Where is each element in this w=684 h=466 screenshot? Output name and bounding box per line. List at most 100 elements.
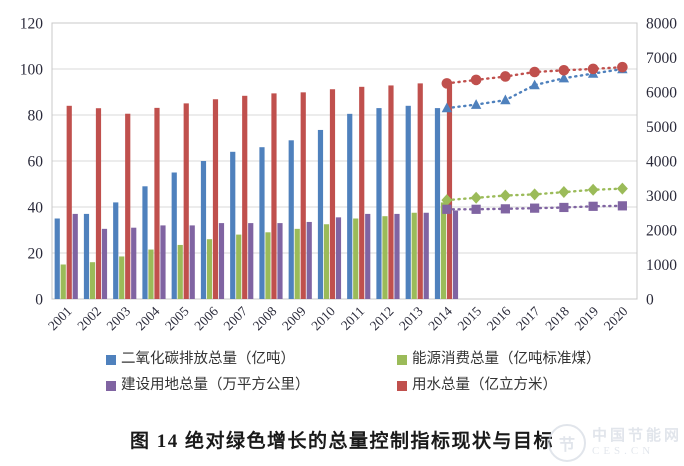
x-axis-label-2007: 2007 (221, 303, 251, 333)
marker-water-2018 (558, 64, 570, 76)
bar-energy-2013 (411, 212, 417, 299)
right-axis-labels: 0 1000 2000 3000 4000 5000 6000 7000 8000 (646, 16, 677, 309)
bar-land-2004 (160, 225, 166, 299)
right-axis-tick-1000: 1000 (646, 257, 677, 274)
legend-item-energy: 能源消费总量（亿吨标准煤） (397, 350, 601, 369)
left-axis-tick-20: 20 (28, 246, 44, 263)
bar-energy-2011 (353, 218, 359, 299)
bar-co2-2005 (171, 172, 177, 299)
marker-energy-2017 (529, 188, 541, 201)
bar-water-2006 (212, 99, 219, 299)
figure-caption: 图 14 绝对绿色增长的总量控制指标现状与目标 (129, 431, 554, 452)
legend-label-land: 建设用地总量（万平方公里） (121, 377, 310, 393)
bar-land-2008 (277, 223, 283, 299)
bar-co2-2003 (113, 202, 119, 299)
chart-svg: 0 20 40 60 80 100 120 0 1000 2000 3000 4000 5000 6000… (20, 16, 678, 334)
bar-co2-2011 (347, 113, 353, 299)
bar-co2-2010 (317, 129, 324, 299)
marker-co2-2017 (529, 79, 540, 90)
bar-energy-2008 (265, 232, 271, 299)
bar-co2-2012 (376, 108, 382, 299)
legend-item-co2: 二氧化碳排放总量（亿吨） (106, 350, 397, 369)
bar-land-2014 (452, 210, 459, 299)
marker-land-2020 (617, 201, 627, 211)
legend-label-energy: 能源消费总量（亿吨标准煤） (412, 351, 601, 367)
bar-water-2005 (183, 103, 189, 299)
bar-energy-2014 (440, 202, 447, 299)
bar-land-2011 (365, 213, 371, 299)
legend-label-co2: 二氧化碳排放总量（亿吨） (121, 351, 295, 367)
bar-energy-2003 (119, 256, 125, 299)
x-axis-label-2005: 2005 (162, 303, 192, 333)
bar-co2-2002 (83, 213, 90, 299)
bar-co2-2014 (434, 108, 441, 299)
left-axis-tick-100: 100 (20, 62, 44, 79)
bar-water-2003 (125, 113, 131, 299)
right-axis-tick-8000: 8000 (646, 16, 677, 33)
bar-co2-2013 (405, 105, 411, 299)
legend-swatch-co2 (106, 354, 116, 365)
bar-land-2006 (218, 223, 225, 299)
marker-water-2019 (587, 63, 599, 75)
marker-energy-2015 (470, 191, 482, 204)
bar-energy-2009 (294, 228, 300, 299)
bar-water-2004 (154, 107, 160, 300)
legend-swatch-energy (397, 354, 407, 365)
marker-co2-2015 (470, 99, 482, 109)
bar-land-2012 (394, 213, 400, 299)
left-axis-tick-60: 60 (28, 154, 44, 171)
marker-co2-2014 (441, 102, 453, 113)
bar-water-2001 (66, 105, 72, 299)
x-axis-label-2010: 2010 (308, 303, 338, 333)
right-axis-tick-3000: 3000 (646, 188, 677, 205)
projection-lines (441, 61, 628, 214)
x-axis-label-2013: 2013 (396, 303, 426, 333)
bar-land-2003 (131, 227, 137, 299)
x-axis-label-2006: 2006 (191, 303, 221, 333)
marker-land-2016 (500, 204, 510, 214)
marker-energy-2016 (499, 189, 511, 202)
bar-water-2010 (329, 89, 336, 300)
bar-water-2014 (446, 83, 453, 300)
legend-swatch-land (106, 380, 116, 391)
bar-energy-2005 (177, 244, 183, 299)
right-axis-tick-7000: 7000 (646, 50, 677, 67)
marker-water-2015 (470, 74, 482, 86)
bar-water-2008 (271, 93, 277, 299)
bar-water-2009 (300, 92, 306, 299)
marker-energy-2019 (587, 183, 599, 196)
bar-land-2010 (335, 217, 342, 299)
marker-energy-2020 (616, 182, 628, 195)
left-axis-tick-80: 80 (28, 108, 44, 125)
plot-border (51, 22, 638, 300)
bar-co2-2004 (142, 186, 148, 299)
left-axis-tick-40: 40 (28, 200, 44, 217)
bar-co2-2007 (230, 151, 236, 299)
bar-water-2007 (242, 95, 248, 299)
bar-land-2001 (72, 213, 78, 299)
x-axis-label-2018: 2018 (542, 303, 572, 333)
marker-water-2017 (529, 66, 540, 78)
marker-co2-2018 (558, 72, 570, 83)
bar-water-2002 (95, 108, 102, 299)
x-axis-label-2019: 2019 (572, 303, 602, 333)
marker-land-2019 (588, 201, 598, 211)
bars (54, 83, 459, 300)
left-axis-labels: 0 20 40 60 80 100 120 (20, 16, 44, 309)
left-axis-tick-0: 0 (35, 292, 43, 309)
marker-energy-2018 (558, 186, 570, 199)
right-axis-tick-0: 0 (646, 292, 654, 309)
bar-energy-2010 (323, 224, 330, 299)
x-axis-label-2002: 2002 (74, 304, 104, 334)
x-axis-labels: 2001 2002 2003 2004 2005 2006 2007 2008 2009 2010… (45, 303, 631, 333)
x-axis-label-2015: 2015 (455, 303, 485, 333)
right-axis-tick-5000: 5000 (646, 119, 677, 136)
x-axis-label-2011: 2011 (338, 304, 367, 333)
bar-co2-2001 (54, 218, 60, 299)
right-axis-tick-4000: 4000 (646, 154, 677, 171)
bar-co2-2009 (288, 140, 294, 299)
bar-energy-2007 (236, 234, 242, 299)
marker-land-2018 (559, 202, 569, 213)
bar-energy-2001 (60, 264, 66, 299)
